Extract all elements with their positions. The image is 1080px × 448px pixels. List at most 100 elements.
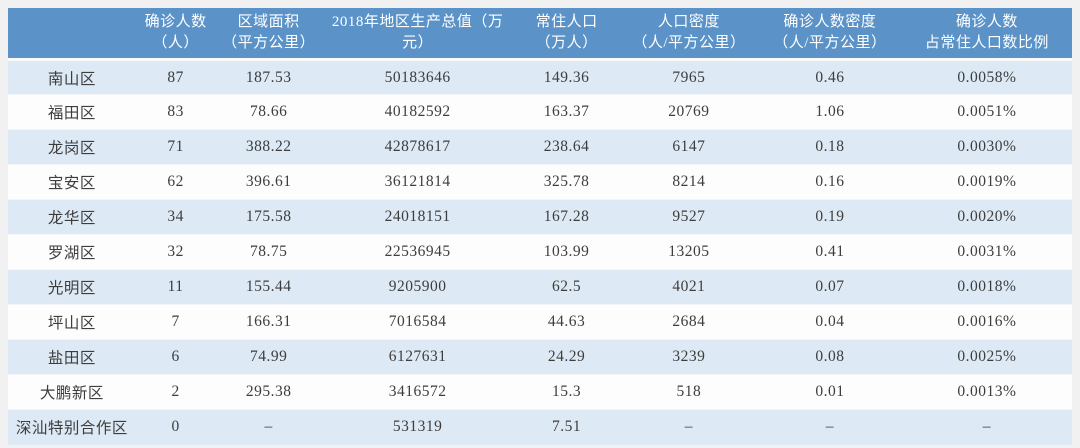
header-line1: 区域面积 xyxy=(237,14,300,30)
col-header-gdp-2018: 2018年地区生产总值（万 元） xyxy=(321,8,514,61)
case-ratio-cell: 0.0020% xyxy=(901,199,1072,235)
population-cell: 325.78 xyxy=(513,164,620,200)
population-density-cell: 13205 xyxy=(619,234,759,270)
gdp-cell: 3416572 xyxy=(321,374,514,410)
case-density-cell: 0.08 xyxy=(758,339,902,375)
confirmed-cases-cell: 83 xyxy=(135,94,216,130)
area-cell: 74.99 xyxy=(215,339,322,375)
header-line1: 确诊人数密度 xyxy=(783,14,877,30)
header-line2: （平方公里） xyxy=(222,35,316,51)
table-row: 龙华区 34 175.58 24018151 167.28 9527 0.19 … xyxy=(8,199,1072,235)
header-line2: 元） xyxy=(402,35,434,51)
population-cell: 7.51 xyxy=(513,409,620,445)
population-density-cell: 9527 xyxy=(619,199,759,235)
table-header: 确诊人数 （人） 区域面积 （平方公里） 2018年地区生产总值（万 元） 常住… xyxy=(8,8,1072,61)
area-cell: 187.53 xyxy=(215,59,322,95)
population-cell: 163.37 xyxy=(513,94,620,130)
population-density-cell: 20769 xyxy=(619,94,759,130)
confirmed-cases-cell: 11 xyxy=(135,269,216,305)
col-header-resident-population: 常住人口 （万人） xyxy=(513,8,620,61)
confirmed-cases-cell: 7 xyxy=(135,304,216,340)
confirmed-cases-cell: 2 xyxy=(135,374,216,410)
population-cell: 24.29 xyxy=(513,339,620,375)
col-header-population-density: 人口密度 （人/平方公里） xyxy=(619,8,759,61)
population-cell: 167.28 xyxy=(513,199,620,235)
confirmed-cases-cell: 34 xyxy=(135,199,216,235)
gdp-cell: 24018151 xyxy=(321,199,514,235)
area-cell: 78.66 xyxy=(215,94,322,130)
confirmed-cases-cell: 62 xyxy=(135,164,216,200)
case-density-cell: 0.16 xyxy=(758,164,902,200)
district-name-cell: 龙岗区 xyxy=(8,129,136,165)
district-statistics-table: 确诊人数 （人） 区域面积 （平方公里） 2018年地区生产总值（万 元） 常住… xyxy=(8,8,1072,445)
table-row: 光明区 11 155.44 9205900 62.5 4021 0.07 0.0… xyxy=(8,269,1072,305)
population-density-cell: – xyxy=(619,409,759,445)
table-row: 南山区 87 187.53 50183646 149.36 7965 0.46 … xyxy=(8,59,1072,95)
area-cell: 295.38 xyxy=(215,374,322,410)
gdp-cell: 6127631 xyxy=(321,339,514,375)
population-density-cell: 3239 xyxy=(619,339,759,375)
district-name-cell: 坪山区 xyxy=(8,304,136,340)
header-line2: （人/平方公里） xyxy=(773,35,887,51)
case-density-cell: 0.46 xyxy=(758,59,902,95)
population-density-cell: 6147 xyxy=(619,129,759,165)
gdp-cell: 9205900 xyxy=(321,269,514,305)
population-cell: 62.5 xyxy=(513,269,620,305)
col-header-district xyxy=(8,8,136,61)
gdp-cell: 36121814 xyxy=(321,164,514,200)
header-line2: （人） xyxy=(152,35,199,51)
table-row: 盐田区 6 74.99 6127631 24.29 3239 0.08 0.00… xyxy=(8,339,1072,375)
case-density-cell: 0.18 xyxy=(758,129,902,165)
area-cell: 78.75 xyxy=(215,234,322,270)
district-name-cell: 龙华区 xyxy=(8,199,136,235)
case-density-cell: 0.01 xyxy=(758,374,902,410)
col-header-area: 区域面积 （平方公里） xyxy=(215,8,322,61)
col-header-case-density: 确诊人数密度 （人/平方公里） xyxy=(758,8,902,61)
col-header-confirmed-cases: 确诊人数 （人） xyxy=(135,8,216,61)
header-line2: （万人） xyxy=(535,35,598,51)
header-line2: 占常住人口数比例 xyxy=(924,35,1049,51)
population-density-cell: 518 xyxy=(619,374,759,410)
area-cell: 155.44 xyxy=(215,269,322,305)
district-name-cell: 福田区 xyxy=(8,94,136,130)
confirmed-cases-cell: 87 xyxy=(135,59,216,95)
case-ratio-cell: 0.0031% xyxy=(901,234,1072,270)
header-line1: 确诊人数 xyxy=(144,14,207,30)
population-density-cell: 2684 xyxy=(619,304,759,340)
confirmed-cases-cell: 6 xyxy=(135,339,216,375)
district-name-cell: 盐田区 xyxy=(8,339,136,375)
case-density-cell: 0.07 xyxy=(758,269,902,305)
district-name-cell: 光明区 xyxy=(8,269,136,305)
header-line1: 人口密度 xyxy=(657,14,720,30)
district-name-cell: 宝安区 xyxy=(8,164,136,200)
population-cell: 15.3 xyxy=(513,374,620,410)
population-density-cell: 7965 xyxy=(619,59,759,95)
population-cell: 103.99 xyxy=(513,234,620,270)
area-cell: – xyxy=(215,409,322,445)
district-name-cell: 大鹏新区 xyxy=(8,374,136,410)
district-name-cell: 深汕特别合作区 xyxy=(8,409,136,445)
case-ratio-cell: 0.0018% xyxy=(901,269,1072,305)
case-ratio-cell: 0.0025% xyxy=(901,339,1072,375)
gdp-cell: 7016584 xyxy=(321,304,514,340)
table-row: 宝安区 62 396.61 36121814 325.78 8214 0.16 … xyxy=(8,164,1072,200)
col-header-case-ratio: 确诊人数 占常住人口数比例 xyxy=(901,8,1072,61)
table-row: 深汕特别合作区 0 – 531319 7.51 – – – xyxy=(8,409,1072,445)
case-density-cell: – xyxy=(758,409,902,445)
case-density-cell: 1.06 xyxy=(758,94,902,130)
confirmed-cases-cell: 32 xyxy=(135,234,216,270)
case-ratio-cell: 0.0019% xyxy=(901,164,1072,200)
gdp-cell: 50183646 xyxy=(321,59,514,95)
header-line1: 确诊人数 xyxy=(955,14,1018,30)
case-density-cell: 0.04 xyxy=(758,304,902,340)
case-ratio-cell: 0.0058% xyxy=(901,59,1072,95)
population-cell: 238.64 xyxy=(513,129,620,165)
header-row: 确诊人数 （人） 区域面积 （平方公里） 2018年地区生产总值（万 元） 常住… xyxy=(8,8,1072,61)
table-row: 坪山区 7 166.31 7016584 44.63 2684 0.04 0.0… xyxy=(8,304,1072,340)
gdp-cell: 40182592 xyxy=(321,94,514,130)
gdp-cell: 531319 xyxy=(321,409,514,445)
case-ratio-cell: 0.0030% xyxy=(901,129,1072,165)
population-density-cell: 8214 xyxy=(619,164,759,200)
gdp-cell: 42878617 xyxy=(321,129,514,165)
